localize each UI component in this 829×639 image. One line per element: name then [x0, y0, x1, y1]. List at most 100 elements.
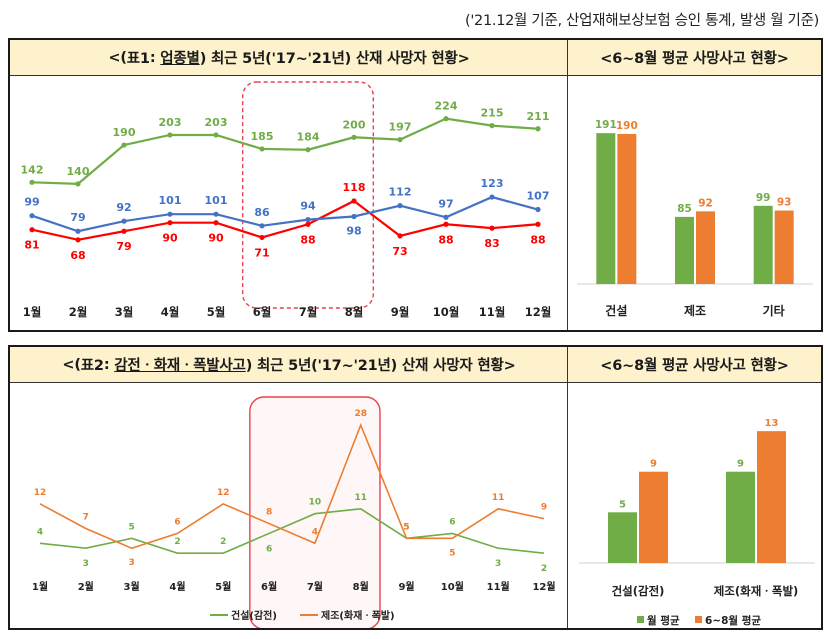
data-label: 3 — [83, 559, 89, 569]
data-point — [213, 132, 219, 138]
x-tick-label: 6월 — [253, 305, 272, 319]
data-point — [167, 132, 173, 138]
data-label: 5 — [403, 522, 409, 532]
data-label: 101 — [159, 194, 182, 207]
x-tick-label: 2월 — [78, 581, 94, 593]
data-point — [305, 217, 311, 223]
data-point — [397, 203, 403, 209]
data-point — [397, 233, 403, 239]
data-label: 2 — [220, 537, 226, 547]
data-label: 11 — [492, 493, 505, 503]
data-label: 215 — [481, 107, 504, 120]
chart-avg-accident: 5 9 건설(감전) 9 13 제조(화재ㆍ폭발) 월 평균 6~8월 평균 — [579, 418, 815, 627]
x-tick-label: 4월 — [161, 305, 180, 319]
bar-value-label: 190 — [616, 120, 638, 132]
series-line-0 — [31, 117, 539, 185]
x-tick-label: 9월 — [391, 305, 410, 319]
bar-0 — [596, 133, 616, 284]
panel-industry: <( 표1 : 업종별 ) 최근 5년('17~'21년) 산재 사망자 현황>… — [8, 38, 823, 332]
data-label: 4 — [37, 527, 43, 537]
data-label: 79 — [70, 211, 85, 224]
bar-value-label: 5 — [619, 499, 626, 510]
data-point — [535, 221, 541, 227]
title-key: 업종별 — [160, 51, 200, 67]
bar-value-label: 13 — [765, 418, 779, 429]
legend-label-1: 제조(화재ㆍ폭발) — [321, 609, 395, 622]
data-point — [351, 213, 357, 220]
chart-monthly-industry: 142 140 190 203 203 185 184 200 197 224 215 211 81 68… — [21, 81, 551, 319]
x-tick-label: 7월 — [307, 581, 323, 593]
bar-value-label: 85 — [677, 203, 692, 215]
data-label: 90 — [162, 232, 178, 245]
bar-0 — [675, 216, 694, 284]
data-label: 88 — [438, 233, 453, 246]
legend-label-0: 월 평균 — [647, 614, 680, 627]
x-tick-label: 건설 — [605, 303, 627, 318]
x-tick-label: 10월 — [433, 305, 460, 319]
data-point — [121, 142, 127, 148]
data-label: 12 — [217, 488, 230, 498]
side-title: <6~8월 평균 사망사고 현황> — [568, 40, 821, 76]
data-point — [489, 123, 495, 129]
data-point — [75, 237, 81, 243]
data-point — [29, 179, 35, 185]
series-line-2 — [31, 195, 539, 233]
panel-accident-type: <( 표2 : 감전ㆍ화재ㆍ폭발사고 ) 최근 5년('17~'21년) 산재 … — [8, 345, 823, 630]
data-label: 73 — [392, 245, 407, 258]
x-tick-label: 3월 — [115, 305, 134, 319]
bar-value-label: 9 — [737, 459, 744, 470]
x-tick-label: 5월 — [207, 305, 226, 319]
data-label: 99 — [24, 196, 39, 209]
data-label: 71 — [254, 246, 269, 259]
data-label: 11 — [354, 493, 367, 503]
data-label: 81 — [24, 239, 39, 252]
x-tick-label: 9월 — [398, 581, 414, 593]
bar-1 — [639, 471, 668, 563]
x-tick-label: 제조(화재ㆍ폭발) — [714, 584, 799, 598]
data-label: 98 — [346, 224, 361, 237]
x-tick-label: 기타 — [763, 303, 785, 318]
title-suffix: ) 최근 5년('17~'21년) 산재 사망자 현황> — [245, 358, 516, 374]
bar-1 — [696, 211, 715, 284]
data-label: 140 — [67, 165, 90, 178]
data-point — [305, 147, 311, 153]
bar-value-label: 92 — [698, 197, 713, 209]
bar-1 — [617, 133, 637, 284]
bar-0 — [753, 205, 773, 284]
bar-value-label: 93 — [777, 197, 792, 209]
data-point — [167, 220, 173, 226]
data-label: 118 — [343, 181, 366, 194]
panel-divider — [567, 40, 568, 330]
data-label: 6 — [449, 517, 455, 527]
data-point — [397, 137, 403, 143]
bar-value-label: 9 — [650, 459, 657, 470]
bar-value-label: 191 — [595, 119, 617, 131]
data-label: 200 — [343, 118, 366, 131]
data-point — [443, 214, 449, 220]
data-point — [443, 116, 449, 122]
data-label: 4 — [312, 527, 318, 537]
data-label: 197 — [389, 121, 412, 134]
data-point — [75, 181, 81, 187]
data-point — [121, 218, 127, 224]
data-point — [443, 221, 449, 227]
data-label: 3 — [495, 559, 501, 569]
chart-avg-industry: 191190건설8592제조9993기타월평균6~8월 평균 — [577, 119, 813, 318]
x-tick-label: 3월 — [124, 581, 140, 593]
title-key: 감전ㆍ화재ㆍ폭발사고 — [114, 358, 246, 374]
data-label: 185 — [251, 130, 274, 143]
data-label: 101 — [205, 194, 228, 207]
x-tick-label: 1월 — [32, 581, 48, 593]
data-point — [213, 211, 219, 217]
data-point — [305, 221, 311, 227]
data-point — [167, 211, 173, 217]
x-tick-label: 건설(감전) — [612, 584, 665, 598]
x-tick-label: 8월 — [345, 305, 364, 319]
data-point — [535, 126, 541, 132]
data-point — [213, 220, 219, 226]
data-label: 2 — [541, 564, 547, 574]
data-label: 86 — [254, 206, 270, 219]
bar-value-label: 99 — [756, 192, 771, 204]
title-colon: : — [103, 356, 115, 373]
x-tick-label: 10월 — [441, 581, 464, 593]
